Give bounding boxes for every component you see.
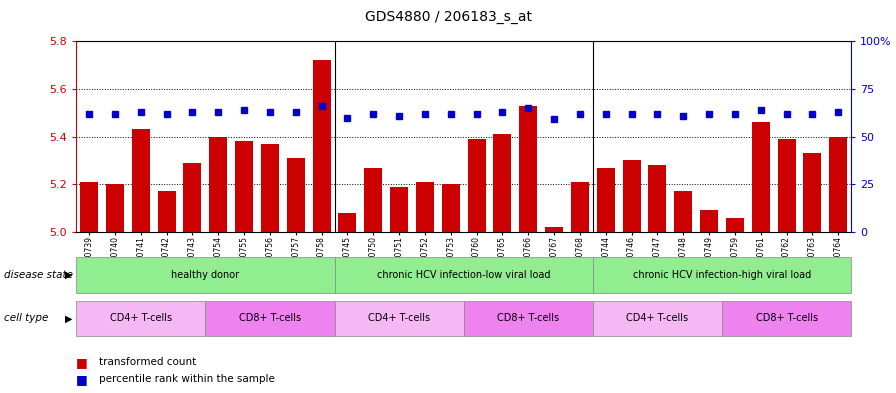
Bar	[726, 218, 744, 232]
Bar	[468, 139, 486, 232]
Bar	[829, 136, 848, 232]
Text: CD4+ T-cells: CD4+ T-cells	[109, 313, 172, 323]
Text: CD4+ T-cells: CD4+ T-cells	[626, 313, 688, 323]
Bar	[778, 139, 796, 232]
Bar	[287, 158, 305, 232]
Bar	[106, 184, 124, 232]
Text: percentile rank within the sample: percentile rank within the sample	[99, 374, 274, 384]
Bar	[261, 144, 279, 232]
Bar	[571, 182, 589, 232]
Bar	[442, 184, 460, 232]
Bar	[494, 134, 512, 232]
Text: cell type: cell type	[4, 313, 49, 323]
Bar	[339, 213, 357, 232]
Bar	[649, 165, 667, 232]
Text: ■: ■	[76, 356, 88, 369]
Text: ▶: ▶	[65, 313, 72, 323]
Bar	[235, 141, 254, 232]
Text: GDS4880 / 206183_s_at: GDS4880 / 206183_s_at	[365, 10, 531, 24]
Text: healthy donor: healthy donor	[171, 270, 239, 280]
Text: transformed count: transformed count	[99, 357, 196, 367]
Bar	[545, 227, 564, 232]
Text: chronic HCV infection-low viral load: chronic HCV infection-low viral load	[377, 270, 550, 280]
Text: CD8+ T-cells: CD8+ T-cells	[755, 313, 818, 323]
Bar	[416, 182, 434, 232]
Text: ▶: ▶	[65, 270, 72, 280]
Bar	[313, 60, 331, 232]
Text: chronic HCV infection-high viral load: chronic HCV infection-high viral load	[633, 270, 811, 280]
Bar	[623, 160, 641, 232]
Text: CD8+ T-cells: CD8+ T-cells	[497, 313, 559, 323]
Text: disease state: disease state	[4, 270, 73, 280]
Bar	[209, 136, 228, 232]
Text: ■: ■	[76, 373, 88, 386]
Bar	[519, 106, 538, 232]
Bar	[597, 167, 615, 232]
Bar	[80, 182, 99, 232]
Bar	[752, 122, 770, 232]
Bar	[804, 153, 822, 232]
Bar	[390, 187, 409, 232]
Bar	[674, 191, 693, 232]
Bar	[132, 129, 150, 232]
Text: CD8+ T-cells: CD8+ T-cells	[239, 313, 301, 323]
Bar	[700, 210, 719, 232]
Bar	[184, 163, 202, 232]
Bar	[158, 191, 176, 232]
Bar	[364, 167, 383, 232]
Text: CD4+ T-cells: CD4+ T-cells	[368, 313, 430, 323]
